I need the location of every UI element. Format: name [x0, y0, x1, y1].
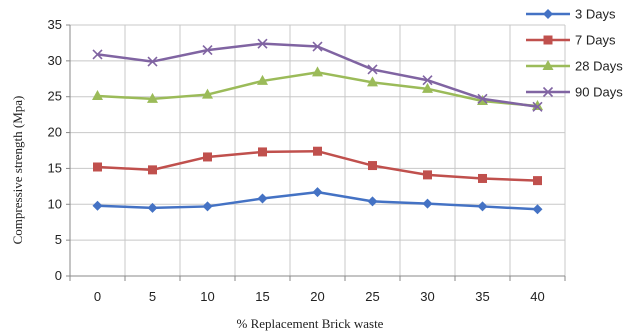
data-point-90-days [92, 49, 103, 60]
data-point-90-days [422, 75, 433, 86]
data-point-90-days-stroke [147, 56, 158, 67]
x-tick-label: 15 [255, 289, 269, 304]
y-tick-label: 10 [48, 196, 62, 211]
x-tick-label: 20 [310, 289, 324, 304]
data-point-90-days [147, 56, 158, 67]
x-axis-label: % Replacement Brick waste [237, 316, 384, 331]
x-tick-label: 5 [149, 289, 156, 304]
legend-label: 90 Days [575, 85, 623, 100]
legend-marker [543, 9, 553, 19]
legend-label: 3 Days [575, 7, 616, 22]
data-point-90-days-stroke [92, 49, 103, 60]
legend-label: 7 Days [575, 33, 616, 48]
y-tick-label: 20 [48, 125, 62, 140]
data-point-3-days [367, 196, 378, 207]
legend-marker [542, 86, 554, 98]
series-group [92, 38, 543, 215]
legend-item-7-days: 7 Days [526, 33, 616, 48]
series-7-days [93, 146, 542, 186]
series-90-days [92, 38, 543, 112]
legend-marker [543, 35, 553, 45]
x-tick-label: 30 [420, 289, 434, 304]
x-tick-labels: 0 5 10 15 20 25 30 35 40 [94, 289, 545, 304]
y-tick-label: 25 [48, 89, 62, 104]
data-point-28-days [367, 76, 378, 87]
x-tick-label: 40 [530, 289, 544, 304]
data-point-90-days-stroke [422, 75, 433, 86]
data-point-3-days [312, 187, 323, 198]
data-point-28-days [312, 66, 323, 77]
x-tick-label: 35 [475, 289, 489, 304]
data-point-3-days [422, 198, 433, 209]
data-point-28-days [422, 82, 433, 93]
legend-marker-stroke [542, 86, 554, 98]
data-point-7-days [533, 176, 542, 186]
data-point-90-days-stroke [257, 38, 268, 49]
legend-item-90-days: 90 Days [526, 85, 623, 100]
data-point-7-days [368, 161, 377, 171]
y-axis-label: Compressive strength (Mpa) [10, 96, 25, 245]
data-point-3-days [92, 200, 103, 211]
data-point-28-days [257, 74, 268, 85]
y-tick-label: 5 [55, 232, 62, 247]
data-point-3-days [532, 204, 543, 215]
y-tick-label: 15 [48, 160, 62, 175]
data-point-7-days [258, 147, 267, 157]
series-28-days [92, 66, 543, 111]
data-point-3-days [257, 193, 268, 204]
legend-item-28-days: 28 Days [526, 59, 623, 74]
data-point-7-days [203, 152, 212, 162]
data-point-7-days [478, 173, 487, 183]
data-point-90-days [477, 93, 488, 104]
axes [66, 24, 566, 281]
data-point-3-days [147, 202, 158, 213]
y-tick-label: 35 [48, 17, 62, 32]
x-tick-label: 10 [200, 289, 214, 304]
data-point-90-days [532, 101, 543, 112]
data-point-28-days [92, 89, 103, 100]
data-point-90-days-stroke [312, 41, 323, 52]
data-point-7-days [313, 146, 322, 156]
data-point-7-days [93, 162, 102, 172]
y-tick-labels: 0 5 10 15 20 25 30 35 [48, 17, 62, 283]
data-point-7-days [148, 165, 157, 175]
data-point-28-days [202, 88, 213, 99]
legend-marker [542, 60, 554, 70]
series-line-28-days [97, 71, 538, 108]
data-point-7-days [423, 170, 432, 180]
legend: 3 Days 7 Days 28 Days 90 Days [526, 7, 623, 100]
y-tick-label: 30 [48, 53, 62, 68]
data-point-90-days [202, 45, 213, 56]
legend-item-3-days: 3 Days [526, 7, 616, 22]
y-tick-label: 0 [55, 268, 62, 283]
series-3-days [92, 187, 543, 215]
data-point-90-days [257, 38, 268, 49]
data-point-28-days [147, 92, 158, 103]
x-tick-label: 25 [365, 289, 379, 304]
data-point-3-days [202, 201, 213, 212]
data-point-90-days-stroke [367, 64, 378, 75]
data-point-90-days-stroke [477, 93, 488, 104]
legend-label: 28 Days [575, 59, 623, 74]
data-point-90-days [312, 41, 323, 52]
data-point-90-days-stroke [202, 45, 213, 56]
data-point-90-days-stroke [532, 101, 543, 112]
x-tick-label: 0 [94, 289, 101, 304]
data-point-3-days [477, 201, 488, 212]
data-point-90-days [367, 64, 378, 75]
